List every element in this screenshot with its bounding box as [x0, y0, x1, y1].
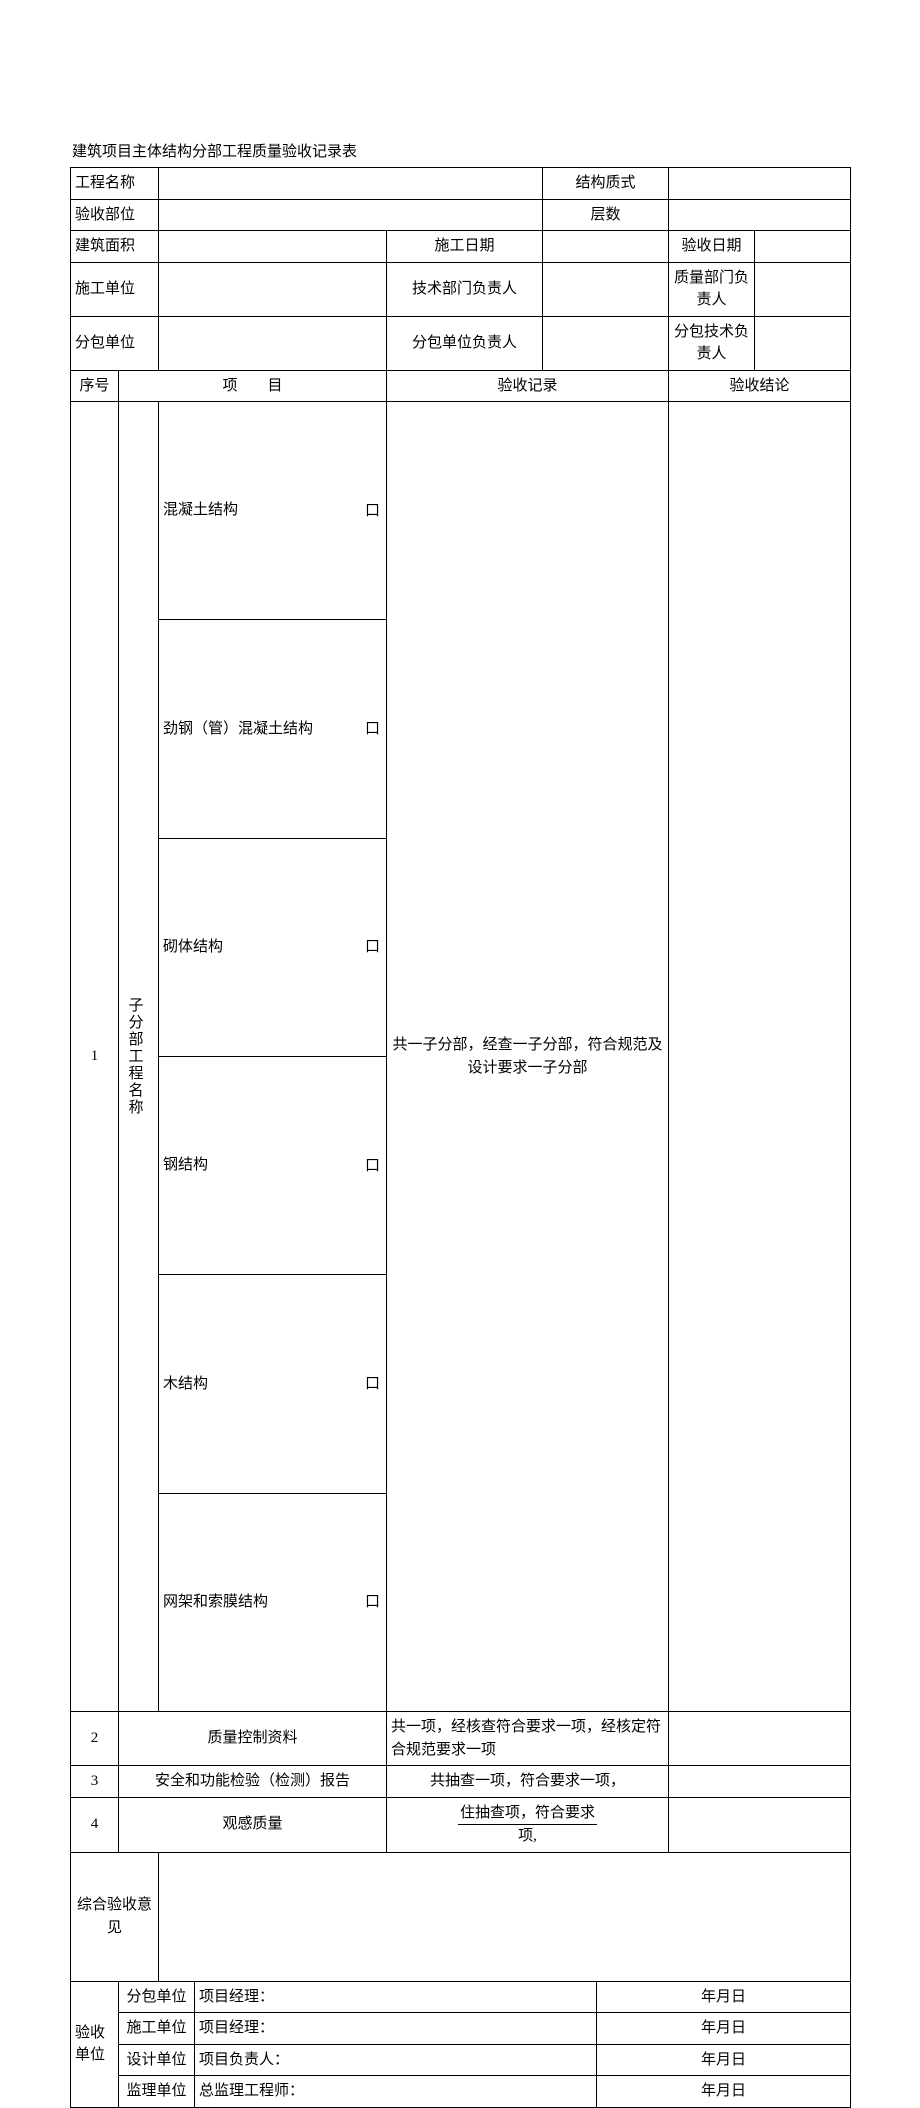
header-row-2: 验收部位 层数: [71, 199, 851, 231]
header-row-1: 工程名称 结构质式: [71, 168, 851, 200]
building-area-value: [159, 231, 387, 263]
construction-date-label: 施工日期: [387, 231, 543, 263]
section2-item: 质量控制资料: [119, 1712, 387, 1766]
project-name-label: 工程名称: [71, 168, 159, 200]
structure-form-value: [669, 168, 851, 200]
acceptance-date-1: 年月日: [597, 2013, 851, 2045]
sub-unit-resp-value: [543, 316, 669, 370]
section1-item-2: 砌体结构 口: [159, 838, 387, 1056]
section1-item-0: 混凝土结构 口: [159, 402, 387, 620]
checkbox-icon: 口: [365, 718, 380, 741]
quality-dept-label: 质量部门负责人: [669, 262, 755, 316]
acceptance-role-0: 项目经理：: [195, 1981, 597, 2013]
acceptance-row-4: 监理单位 总监理工程师： 年月日: [71, 2076, 851, 2108]
acceptance-date-label: 验收日期: [669, 231, 755, 263]
project-name-value: [159, 168, 543, 200]
overall-opinion-row: 综合验收意见: [71, 1852, 851, 1981]
checkbox-icon: 口: [365, 499, 380, 522]
building-area-label: 建筑面积: [71, 231, 159, 263]
acceptance-unit-label: 验收单位: [71, 1981, 119, 2107]
acceptance-unit-0: 分包单位: [119, 1981, 195, 2013]
section1-conclusion: [669, 402, 851, 1712]
overall-opinion-value: [159, 1852, 851, 1981]
section2-row: 2 质量控制资料 共一项，经核查符合要求一项，经核定符合规范要求一项: [71, 1712, 851, 1766]
header-row-5: 分包单位 分包单位负责人 分包技术负责人: [71, 316, 851, 370]
tech-dept-value: [543, 262, 669, 316]
quality-dept-value: [755, 262, 851, 316]
subcontractor-label: 分包单位: [71, 316, 159, 370]
section2-seq: 2: [71, 1712, 119, 1766]
section4-record: 住抽查项，符合要求 项,: [387, 1797, 669, 1852]
acceptance-role-3: 总监理工程师：: [195, 2076, 597, 2108]
floors-label: 层数: [543, 199, 669, 231]
checkbox-icon: 口: [365, 1591, 380, 1614]
section4-item: 观感质量: [119, 1797, 387, 1852]
section2-conclusion: [669, 1712, 851, 1766]
sub-tech-resp-value: [755, 316, 851, 370]
header-row-3: 建筑面积 施工日期 验收日期: [71, 231, 851, 263]
subcontractor-value: [159, 316, 387, 370]
sub-unit-resp-label: 分包单位负责人: [387, 316, 543, 370]
section4-row: 4 观感质量 住抽查项，符合要求 项,: [71, 1797, 851, 1852]
col-record: 验收记录: [387, 370, 669, 402]
overall-opinion-label: 综合验收意见: [71, 1852, 159, 1981]
acceptance-part-value: [159, 199, 543, 231]
section2-record: 共一项，经核查符合要求一项，经核定符合规范要求一项: [387, 1712, 669, 1766]
acceptance-role-2: 项目负责人：: [195, 2044, 597, 2076]
document-title: 建筑项目主体结构分部工程质量验收记录表: [70, 140, 850, 161]
section3-item: 安全和功能检验（检测）报告: [119, 1766, 387, 1798]
section3-record: 共抽查一项，符合要求一项，: [387, 1766, 669, 1798]
section1-group-label: 子分部工程名称: [119, 402, 159, 1712]
section1-row-1: 1 子分部工程名称 混凝土结构 口 共一子分部，经查一子分部，符合规范及设计要求…: [71, 402, 851, 620]
tech-dept-label: 技术部门负责人: [387, 262, 543, 316]
section3-conclusion: [669, 1766, 851, 1798]
section1-item-4: 木结构 口: [159, 1275, 387, 1493]
acceptance-date-value: [755, 231, 851, 263]
acceptance-date-2: 年月日: [597, 2044, 851, 2076]
construction-date-value: [543, 231, 669, 263]
section1-record: 共一子分部，经查一子分部，符合规范及设计要求一子分部: [387, 402, 669, 1712]
acceptance-row-2: 施工单位 项目经理： 年月日: [71, 2013, 851, 2045]
column-header-row: 序号 项 目 验收记录 验收结论: [71, 370, 851, 402]
acceptance-date-0: 年月日: [597, 1981, 851, 2013]
acceptance-row-1: 验收单位 分包单位 项目经理： 年月日: [71, 1981, 851, 2013]
section3-row: 3 安全和功能检验（检测）报告 共抽查一项，符合要求一项，: [71, 1766, 851, 1798]
section3-seq: 3: [71, 1766, 119, 1798]
acceptance-unit-3: 监理单位: [119, 2076, 195, 2108]
col-item: 项 目: [119, 370, 387, 402]
col-conclusion: 验收结论: [669, 370, 851, 402]
section4-conclusion: [669, 1797, 851, 1852]
acceptance-part-label: 验收部位: [71, 199, 159, 231]
section4-seq: 4: [71, 1797, 119, 1852]
checkbox-icon: 口: [365, 1373, 380, 1396]
col-seq: 序号: [71, 370, 119, 402]
acceptance-role-1: 项目经理：: [195, 2013, 597, 2045]
section1-item-5: 网架和索膜结构 口: [159, 1493, 387, 1711]
construction-unit-label: 施工单位: [71, 262, 159, 316]
acceptance-unit-2: 设计单位: [119, 2044, 195, 2076]
acceptance-unit-1: 施工单位: [119, 2013, 195, 2045]
structure-form-label: 结构质式: [543, 168, 669, 200]
floors-value: [669, 199, 851, 231]
section1-item-1: 劲钢（管）混凝土结构 口: [159, 620, 387, 838]
record-table: 工程名称 结构质式 验收部位 层数 建筑面积 施工日期 验收日期 施工单位 技术…: [70, 167, 851, 2108]
checkbox-icon: 口: [365, 1154, 380, 1177]
section1-item-3: 钢结构 口: [159, 1056, 387, 1274]
acceptance-date-3: 年月日: [597, 2076, 851, 2108]
checkbox-icon: 口: [365, 936, 380, 959]
header-row-4: 施工单位 技术部门负责人 质量部门负责人: [71, 262, 851, 316]
construction-unit-value: [159, 262, 387, 316]
acceptance-row-3: 设计单位 项目负责人： 年月日: [71, 2044, 851, 2076]
sub-tech-resp-label: 分包技术负责人: [669, 316, 755, 370]
section1-seq: 1: [71, 402, 119, 1712]
